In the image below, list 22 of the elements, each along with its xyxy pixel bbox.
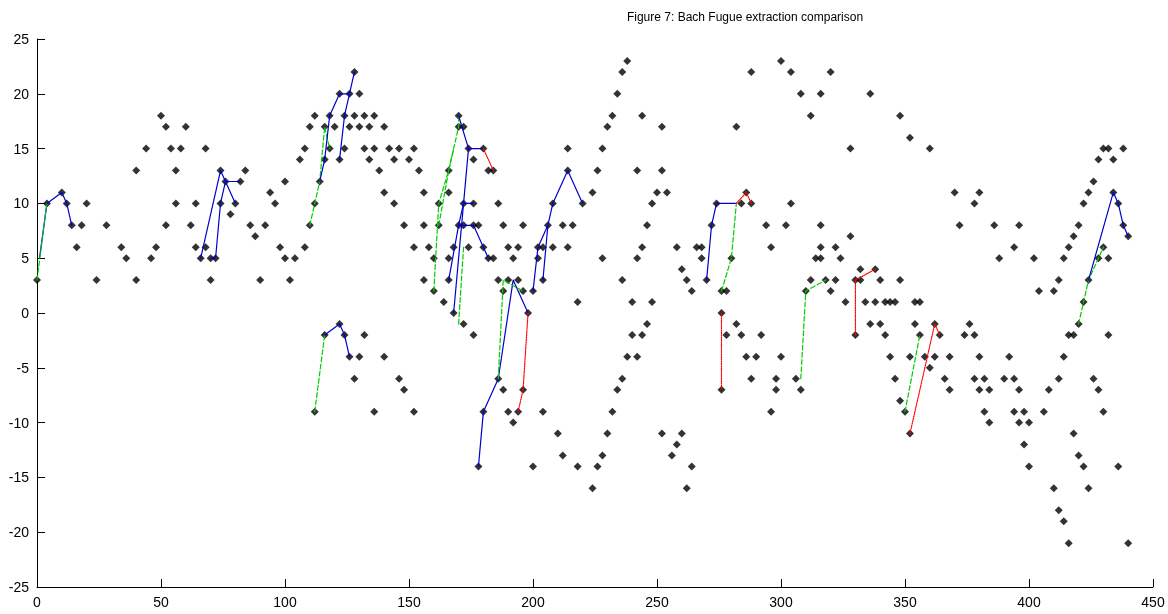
y-tick-label: 20: [13, 85, 30, 102]
x-tick-label: 250: [645, 594, 669, 610]
x-tick-label: 200: [521, 594, 545, 610]
chart-title: Figure 7: Bach Fugue extraction comparison: [626, 10, 864, 24]
x-tick-label: 400: [1017, 594, 1041, 610]
y-tick-label: -10: [8, 414, 30, 431]
y-tick-label: -15: [8, 469, 30, 486]
x-tick-label: 0: [33, 594, 42, 610]
y-tick-label: 10: [13, 195, 30, 212]
y-tick-label: 5: [21, 250, 30, 267]
x-tick-label: 300: [769, 594, 793, 610]
y-tick-label: 15: [13, 140, 30, 157]
x-tick-label: 50: [153, 594, 169, 610]
y-tick-label: -20: [8, 524, 30, 541]
x-tick-label: 150: [397, 594, 421, 610]
x-tick-label: 450: [1141, 594, 1165, 610]
y-tick-label: 0: [21, 305, 30, 321]
y-tick-label: 25: [13, 31, 30, 47]
y-tick-label: -5: [16, 359, 30, 376]
x-tick-label: 100: [273, 594, 297, 610]
x-tick-label: 350: [893, 594, 917, 610]
y-tick-label: -25: [8, 579, 30, 595]
